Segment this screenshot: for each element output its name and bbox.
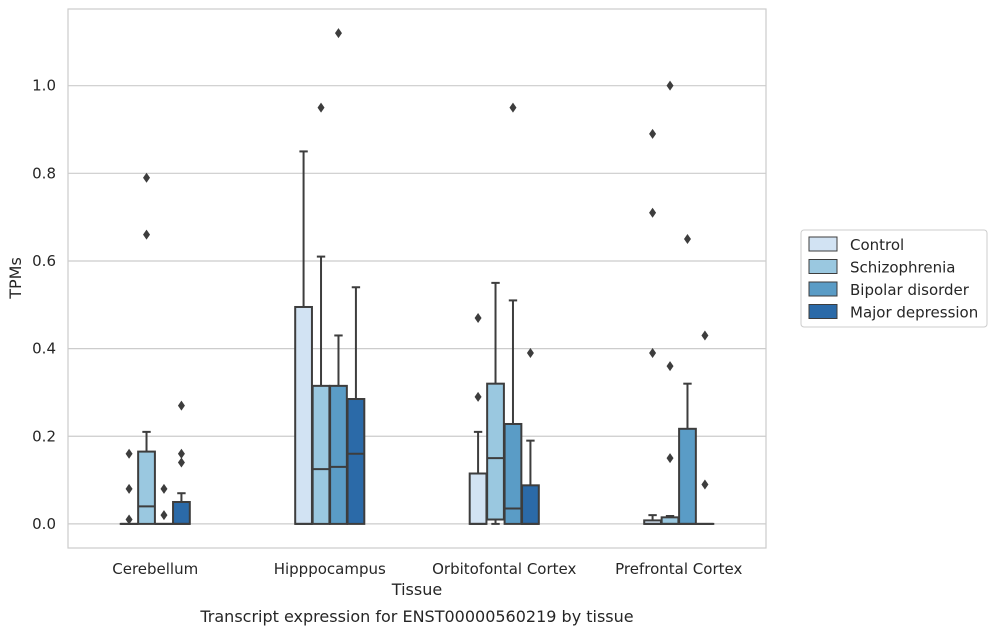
boxes-layer	[119, 28, 715, 525]
outlier-point	[649, 128, 657, 139]
box-major-depression	[346, 286, 366, 525]
box-schizophrenia	[137, 172, 156, 525]
outlier-point	[143, 172, 151, 183]
outlier-point	[125, 483, 133, 494]
iqr-box	[294, 305, 313, 525]
x-tick-label: Prefrontal Cortex	[615, 560, 742, 578]
box-schizophrenia	[311, 102, 331, 525]
box-control	[294, 150, 313, 525]
outlier-point	[526, 347, 534, 358]
outlier-point	[474, 391, 482, 402]
y-tick-label: 1.0	[32, 77, 56, 95]
box-major-depression	[521, 347, 540, 525]
outlier-point	[509, 102, 517, 113]
y-axis-label: TPMs	[6, 257, 25, 300]
outlier-point	[683, 234, 691, 245]
iqr-box	[678, 427, 697, 525]
x-tick-label: Hipppocampus	[274, 560, 386, 578]
outlier-point	[143, 229, 151, 240]
box-major-depression	[695, 330, 715, 525]
box-control	[468, 312, 488, 525]
box-bipolar-disorder	[154, 483, 174, 525]
iqr-box	[486, 382, 505, 521]
iqr-box	[346, 398, 366, 525]
iqr-box	[468, 472, 488, 525]
outlier-point	[666, 361, 674, 372]
outlier-point	[317, 102, 325, 113]
box-bipolar-disorder	[329, 28, 348, 525]
outlier-point	[177, 457, 185, 468]
legend-swatch	[808, 304, 838, 319]
iqr-box	[172, 500, 191, 525]
iqr-box	[311, 384, 331, 525]
iqr-box	[137, 450, 156, 525]
y-tick-label: 0.8	[32, 164, 56, 182]
outlier-point	[125, 514, 133, 525]
box-schizophrenia	[486, 281, 505, 525]
plot-frame	[67, 8, 767, 549]
y-tick-labels: 0.0 0.2 0.4 0.6 0.8 1.0	[32, 77, 56, 533]
box-bipolar-disorder	[503, 102, 523, 525]
outlier-point	[334, 28, 342, 39]
x-tick-label: Orbitofontal Cortex	[432, 560, 576, 578]
outlier-point	[474, 312, 482, 323]
legend-frame	[800, 229, 988, 328]
iqr-box	[521, 484, 540, 525]
outlier-point	[160, 510, 168, 521]
y-tick-label: 0.4	[32, 340, 56, 358]
iqr-box	[503, 422, 523, 525]
legend-label: Control	[850, 236, 904, 254]
plot-area	[68, 9, 766, 548]
x-axis-label: Tissue	[391, 580, 442, 599]
legend: Control Schizophrenia Bipolar disorder Majo…	[800, 229, 988, 328]
legend-swatch	[808, 259, 838, 274]
outlier-point	[160, 483, 168, 494]
x-tick-label: Cerebellum	[112, 560, 198, 578]
legend-swatch	[808, 236, 838, 252]
box-major-depression	[172, 400, 191, 525]
y-tick-label: 0.6	[32, 252, 56, 270]
outlier-point	[177, 400, 185, 411]
outlier-point	[666, 80, 674, 91]
outlier-point	[125, 448, 133, 459]
outlier-point	[701, 330, 709, 341]
legend-swatch	[808, 281, 838, 297]
box-bipolar-disorder	[678, 234, 697, 525]
box-control	[119, 448, 139, 525]
chart-caption: Transcript expression for ENST0000056021…	[199, 607, 633, 626]
legend-label: Bipolar disorder	[850, 281, 970, 299]
outlier-point	[177, 448, 185, 459]
y-tick-label: 0.2	[32, 427, 56, 445]
box-control	[643, 128, 662, 525]
outlier-point	[701, 479, 709, 490]
outlier-point	[649, 207, 657, 218]
legend-label: Schizophrenia	[850, 259, 955, 277]
outlier-point	[666, 453, 674, 464]
legend-label: Major depression	[850, 304, 978, 322]
outlier-point	[649, 347, 657, 358]
x-tick-labels: Cerebellum Hipppocampus Orbitofontal Corte…	[112, 560, 742, 578]
iqr-box	[329, 384, 348, 525]
y-tick-label: 0.0	[32, 515, 56, 533]
